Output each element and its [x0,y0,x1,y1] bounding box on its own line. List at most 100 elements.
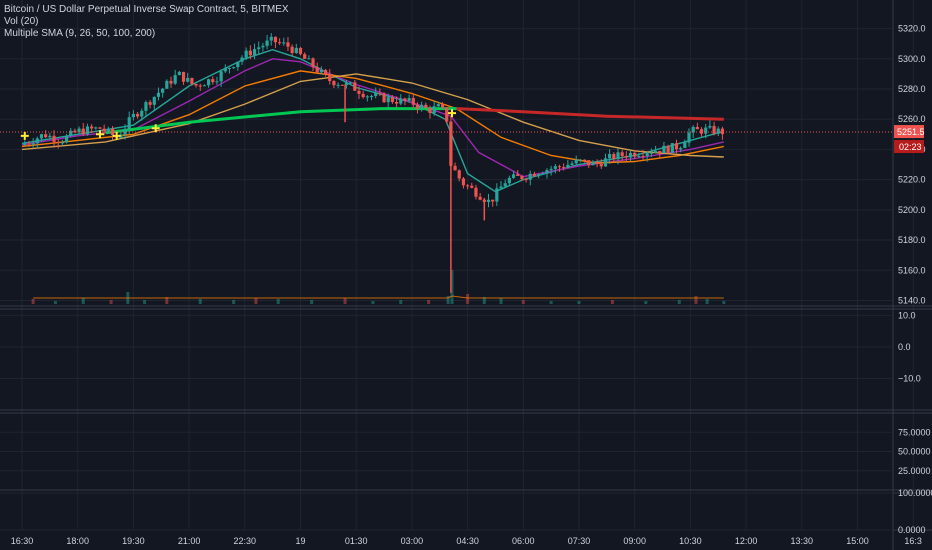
candle-body [361,93,365,98]
cross-marker [95,130,104,139]
time-tick-label: 16:30 [11,536,34,546]
candle-body [48,135,52,138]
volume-bar [81,298,85,304]
candle-body [298,47,303,55]
candle-body [190,77,194,85]
candle-body [273,36,278,43]
candle-body [206,79,211,86]
candle-body [562,167,566,169]
candle-body [177,71,181,76]
candle-body [44,134,48,138]
price-tick-label: 5260.0 [898,114,926,124]
candle-body [194,84,198,86]
candle-body [683,142,687,148]
candle-body [181,71,186,82]
cross-markers [20,109,457,140]
candle-body [662,145,666,153]
candle-body [424,104,428,108]
candle-body [257,47,261,50]
candle-body [278,42,282,44]
last-price-label: 5251.5 [897,127,925,137]
cross-marker [448,109,457,118]
candle-body [198,85,202,87]
candle-body [420,104,424,109]
candle-body [123,128,127,135]
candle-body [566,164,570,168]
volume-bar [53,301,57,304]
candle-body [511,174,516,178]
candle-body [653,150,658,153]
candle-body [219,71,223,82]
candle-body [633,152,637,157]
volume-bar [165,297,169,304]
volume-bar [198,299,202,304]
volume-bar [343,298,347,304]
candle-body [294,47,298,54]
candle-body [407,98,411,101]
candle-body [691,126,695,133]
candle-body [499,186,503,189]
candle-body [574,159,578,164]
volume-bar [143,300,147,304]
candle-body [394,101,399,104]
candle-body [532,173,537,177]
candle-body [524,179,528,181]
candle-body [85,126,90,135]
candle-body [541,173,545,175]
candle-body [94,127,98,129]
sma-line [105,107,457,135]
candle-body [186,77,190,82]
candle-body [641,155,645,157]
candle-body [56,141,60,143]
candle-body [378,93,382,95]
volume-average-line [33,295,724,299]
time-tick-label: 12:00 [735,536,758,546]
candle-body [202,85,207,87]
volume-bar [644,301,648,304]
cross-marker [112,131,121,140]
candle-body [578,159,582,161]
price-axis[interactable]: 5140.05160.05180.05200.05220.05240.05260… [894,24,932,535]
candle-body [708,125,712,128]
volume-bar [399,300,403,304]
symbol-title[interactable]: Bitcoin / US Dollar Perpetual Inverse Sw… [4,4,289,15]
candle-body [415,104,420,109]
candle-body [60,142,64,144]
candle-body [486,199,491,202]
sma-indicator-label[interactable]: Multiple SMA (9, 26, 50, 100, 200) [4,28,156,39]
countdown-tag [894,140,924,154]
candle-body [232,67,236,69]
candle-body [503,183,507,187]
candle-body [411,98,415,105]
candle-body [248,50,252,56]
candle-body [637,155,641,157]
volume-indicator-label[interactable]: Vol (20) [4,16,39,27]
time-axis[interactable]: 16:30 18:00 19:30 21:00 22:30 19 01:30 03:00 04:… [11,536,922,546]
candle-body [323,69,328,75]
time-tick-label: 09:00 [623,536,646,546]
cross-marker [151,124,160,133]
candle-body [570,163,574,165]
candle-body [131,113,135,118]
candle-body [240,57,244,62]
volume-bar [722,301,726,304]
volume-bar [482,297,486,304]
price-tick-label: 5300.0 [898,54,926,64]
candle-body [244,50,248,58]
candle-body [52,135,56,142]
candle-body [628,152,633,158]
candle-body [119,134,123,138]
candle-body [474,187,478,197]
candle-body [549,168,553,171]
candle-body [679,147,683,150]
candle-body [658,150,662,153]
candle-body [261,45,265,48]
candle-body [77,128,81,133]
candle-body [227,67,232,69]
price-tick-label: 5280.0 [898,84,926,94]
candle-body [603,158,608,167]
time-tick-label: 10:30 [679,536,702,546]
candle-body [353,82,357,91]
